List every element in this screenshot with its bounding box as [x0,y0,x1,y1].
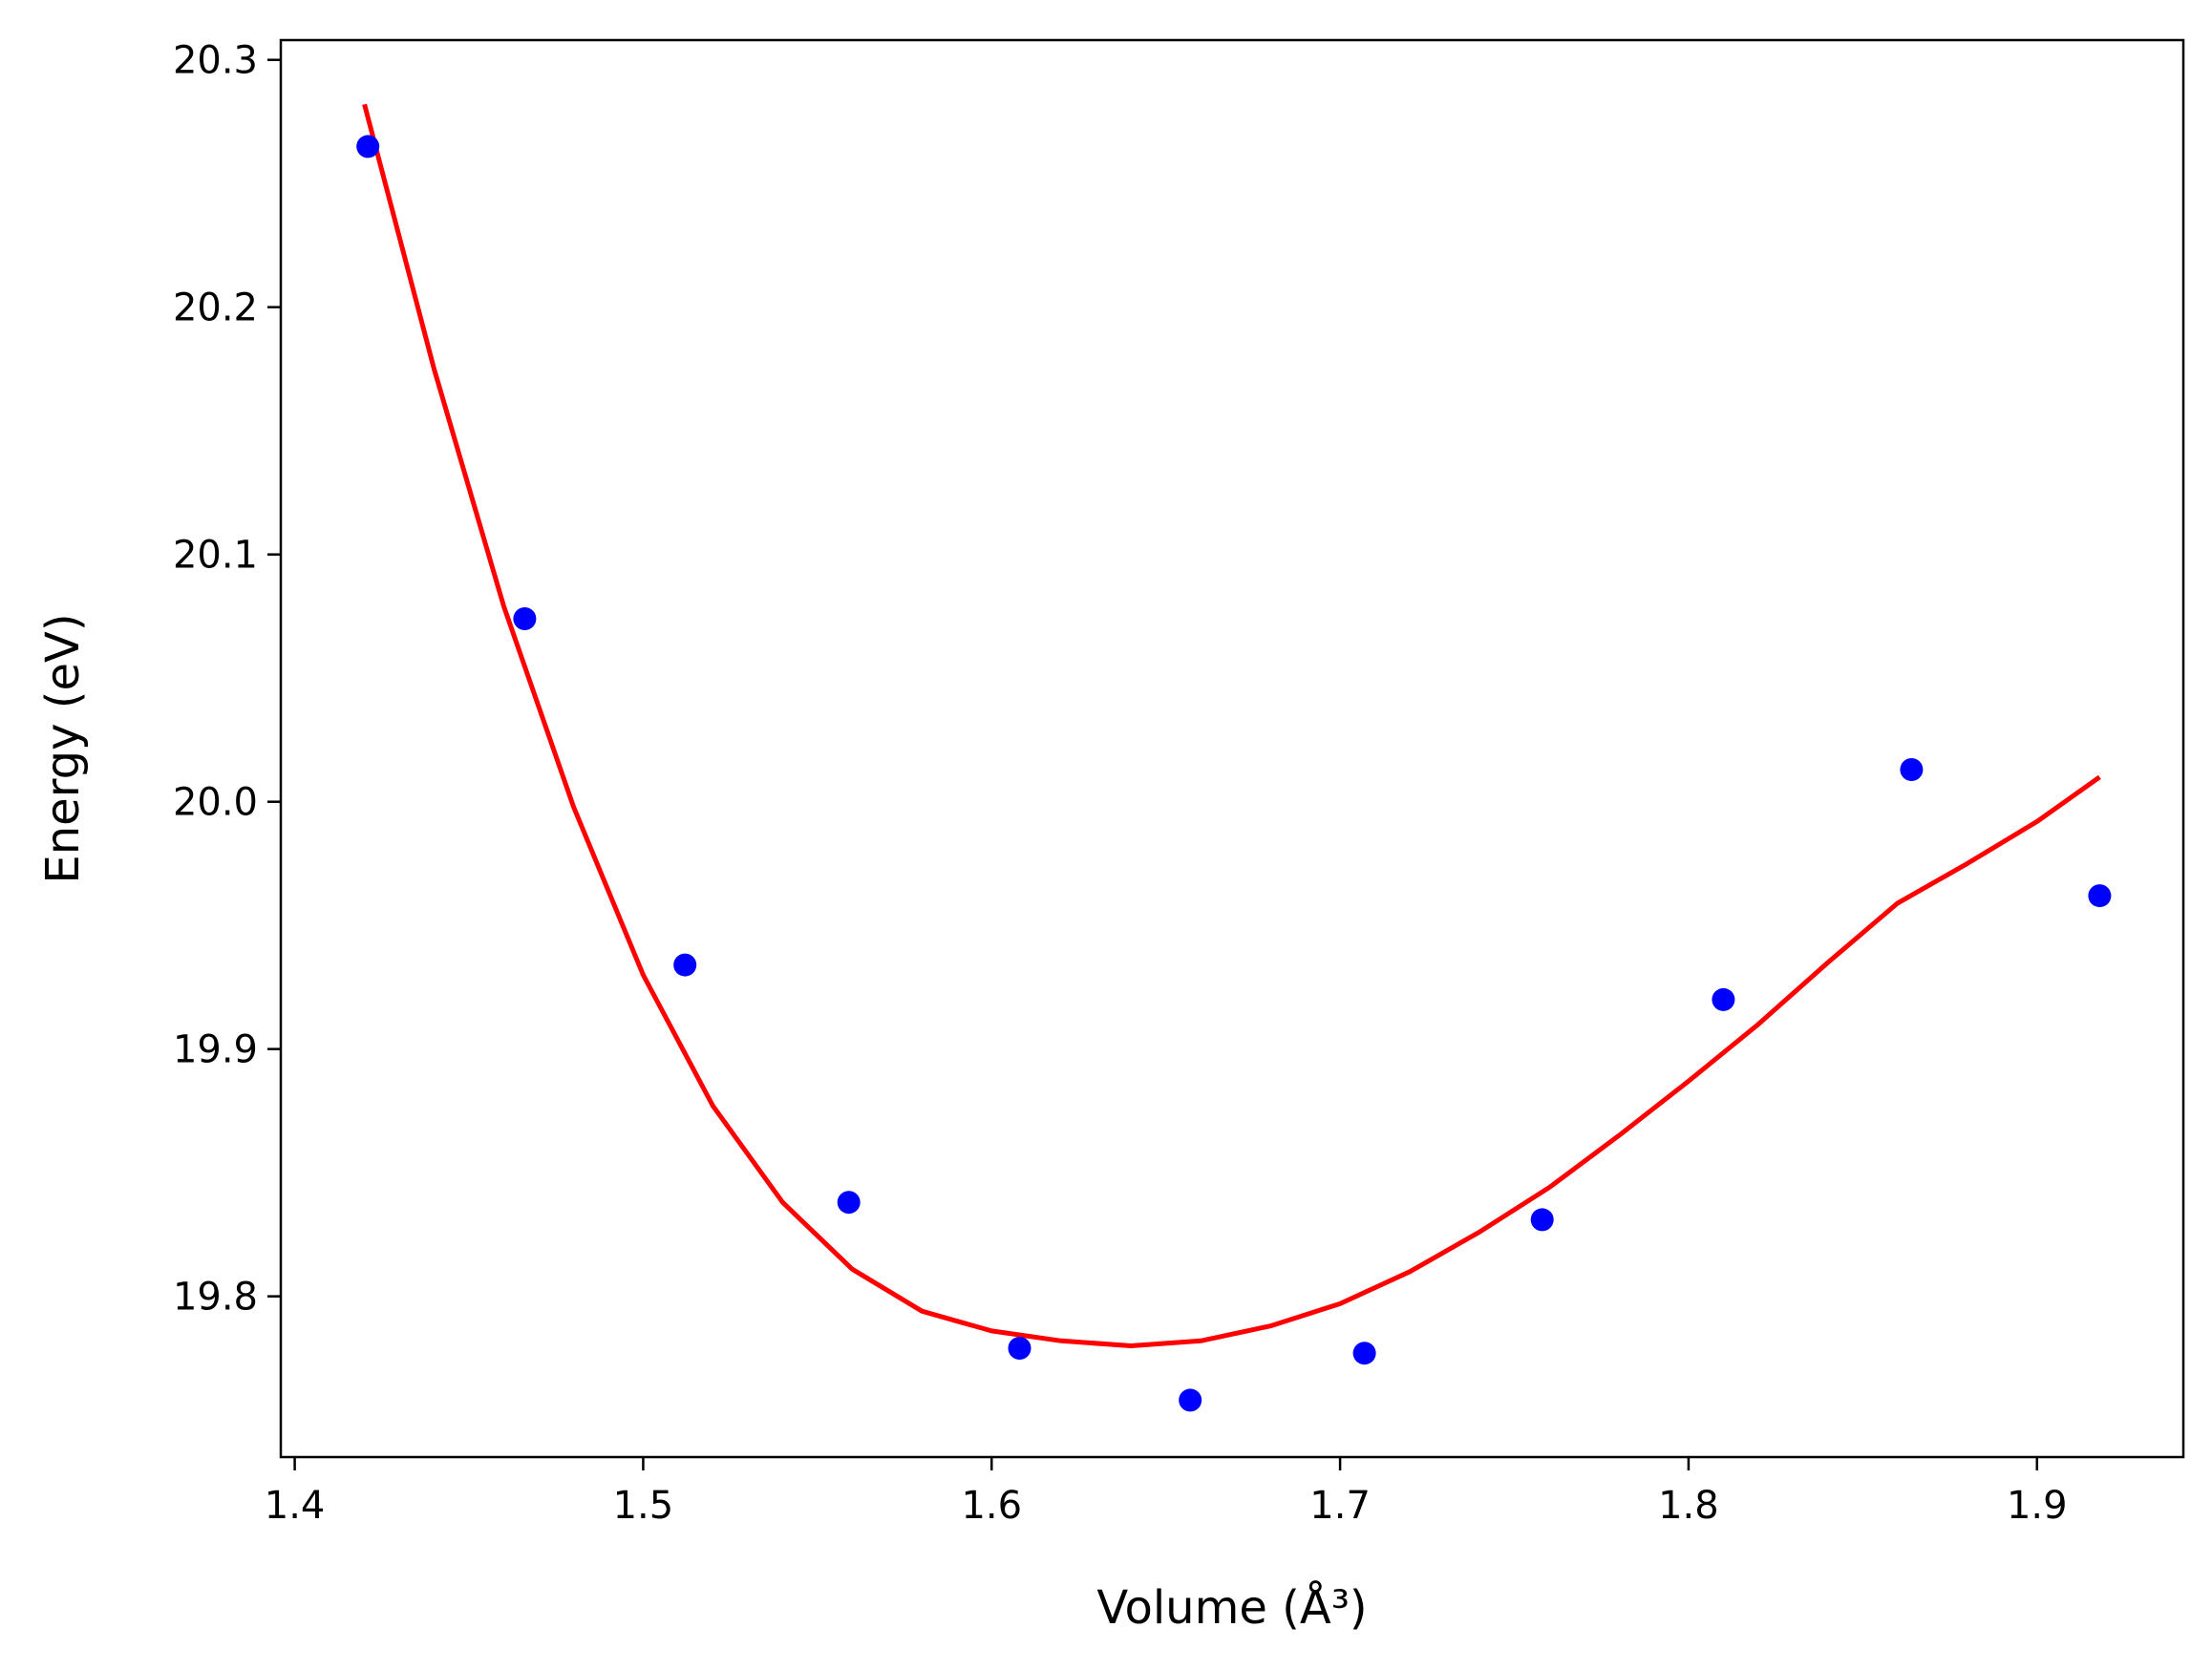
fit-curve-layer [362,103,2101,1348]
x-tick-label: 1.9 [2007,1484,2068,1528]
x-tick-label: 1.8 [1658,1484,1719,1528]
y-tick-label: 20.2 [173,286,258,330]
data-points-layer [356,135,2112,1412]
x-axis-label: Volume (Å³) [1096,1580,1367,1635]
data-point [1900,758,1924,781]
data-point [837,1191,861,1215]
data-point [1352,1342,1376,1365]
y-tick-label: 19.8 [173,1276,258,1320]
data-point [2088,884,2112,908]
x-tick-label: 1.4 [265,1484,326,1528]
x-tick-label: 1.6 [961,1484,1022,1528]
y-axis-ticks: 19.8 19.9 20.0 20.1 20.2 20.3 [173,39,281,1320]
data-point [513,607,537,630]
data-point [1712,987,1735,1011]
y-tick-label: 19.9 [173,1028,258,1072]
fit-curve-line [362,103,2101,1348]
data-point [1530,1208,1554,1232]
y-tick-label: 20.0 [173,781,258,825]
y-tick-label: 20.1 [173,534,258,578]
x-tick-label: 1.7 [1309,1484,1371,1528]
data-point [673,953,697,977]
plot-frame [279,38,2185,1459]
x-axis-ticks: 1.4 1.5 1.6 1.7 1.8 1.9 [265,1457,2068,1528]
data-point [1179,1388,1202,1412]
data-point [356,135,380,159]
y-tick-label: 20.3 [173,39,258,83]
data-point [1008,1337,1032,1360]
x-tick-label: 1.5 [613,1484,674,1528]
y-axis-label: Energy (eV) [36,613,90,883]
